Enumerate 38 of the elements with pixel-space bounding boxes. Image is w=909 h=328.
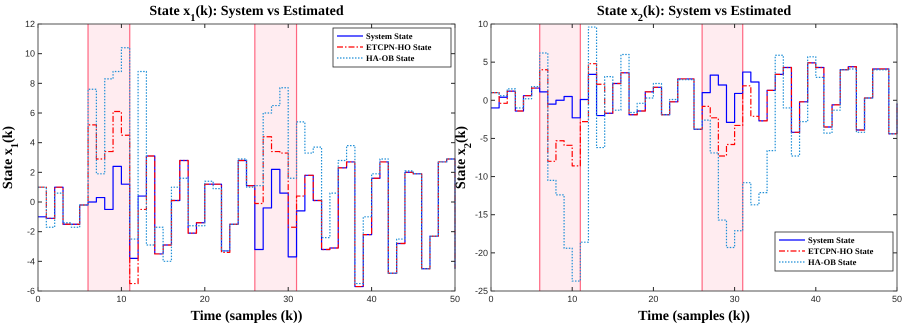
legend-label: System State bbox=[808, 235, 855, 245]
y-tick-label: 0 bbox=[30, 197, 35, 207]
y-tick-label: -6 bbox=[26, 286, 35, 296]
x-tick-label: 40 bbox=[810, 294, 821, 304]
y-tick-label: 0 bbox=[482, 95, 488, 106]
y-tick-label: -20 bbox=[474, 248, 488, 258]
legend-label: System State bbox=[366, 31, 413, 41]
x-axis-title: Time (samples (k)) bbox=[190, 309, 303, 324]
x-tick-label: 30 bbox=[283, 294, 294, 304]
x-tick-label: 50 bbox=[892, 294, 902, 304]
x-tick-label: 10 bbox=[567, 294, 578, 304]
legend-label: ETCPN-HO State bbox=[808, 246, 874, 256]
y-tick-label: -10 bbox=[474, 172, 488, 182]
legend-label: HA-OB State bbox=[808, 257, 857, 267]
x-tick-label: 20 bbox=[200, 294, 210, 304]
legend-label: HA-OB State bbox=[366, 53, 415, 63]
y-tick-label: -5 bbox=[480, 133, 488, 144]
y-tick-label: 6 bbox=[30, 108, 35, 118]
y-tick-label: 5 bbox=[482, 57, 488, 68]
x-tick-label: 20 bbox=[648, 294, 658, 304]
y-tick-label: 4 bbox=[30, 138, 35, 148]
chart-title: State x$_{1}$(k): System vs Estimated bbox=[149, 4, 344, 24]
y-tick-label: 12 bbox=[24, 19, 35, 29]
x-tick-label: 10 bbox=[116, 294, 126, 304]
x-axis-title: Time (samples (k)) bbox=[638, 309, 750, 324]
y-tick-label: 2 bbox=[30, 167, 35, 178]
x-tick-label: 40 bbox=[366, 294, 377, 304]
y-tick-label: 8 bbox=[30, 78, 35, 88]
y-tick-label: -4 bbox=[26, 256, 35, 266]
y-tick-label: -25 bbox=[474, 286, 488, 296]
chart-title: State x$_{2}$(k): System vs Estimated bbox=[596, 4, 792, 24]
y-tick-label: -2 bbox=[26, 226, 35, 237]
y-tick-label: 10 bbox=[478, 19, 488, 29]
y-tick-label: -15 bbox=[474, 210, 488, 220]
x-tick-label: 50 bbox=[450, 294, 460, 304]
y-tick-label: 10 bbox=[24, 48, 35, 59]
x-tick-label: 30 bbox=[730, 294, 740, 304]
legend-label: ETCPN-HO State bbox=[366, 42, 432, 52]
